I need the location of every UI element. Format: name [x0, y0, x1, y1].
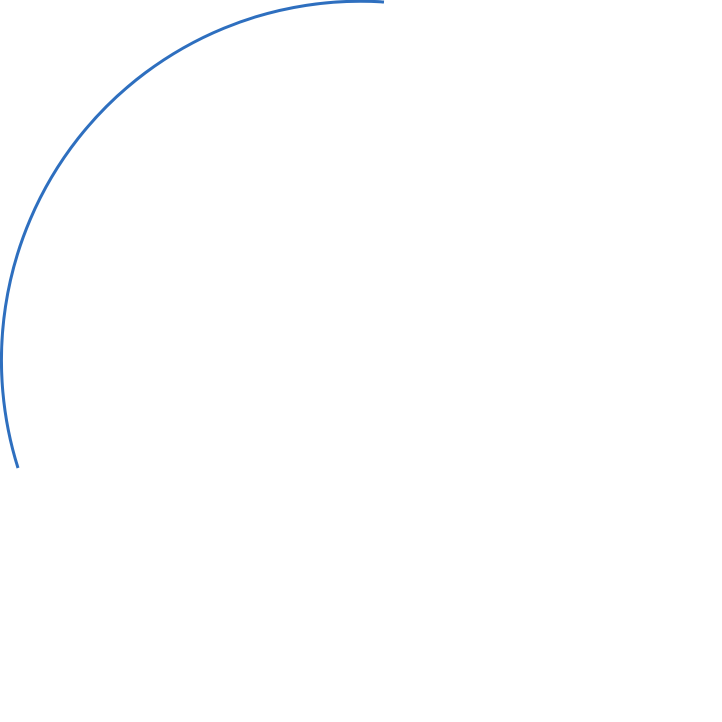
circular-arc [0, 0, 385, 469]
